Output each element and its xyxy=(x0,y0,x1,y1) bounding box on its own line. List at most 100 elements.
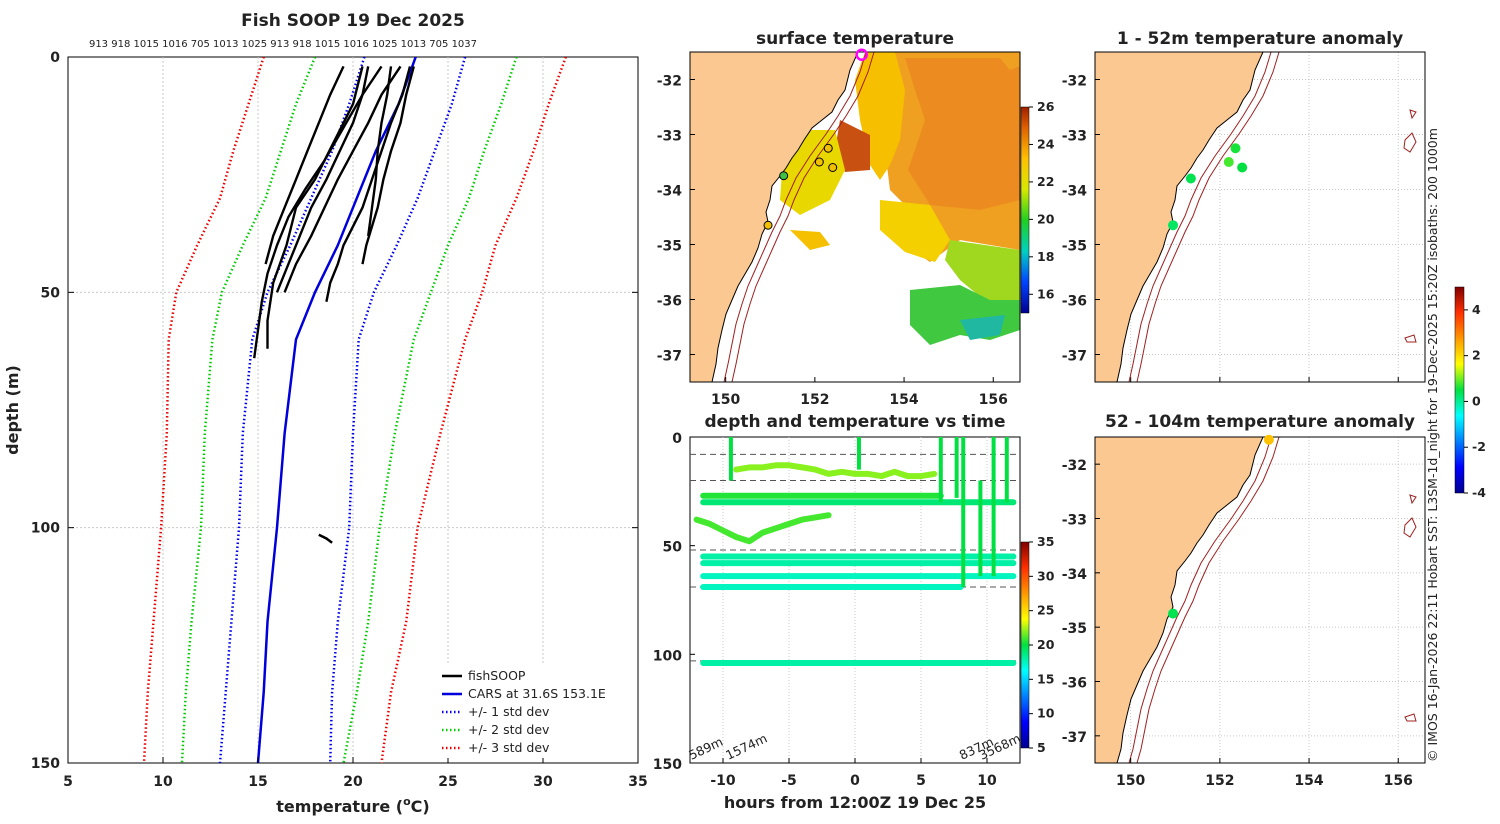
anom2-ytick-label: -35 xyxy=(1062,621,1087,637)
anom2-xtick-label: 154 xyxy=(1294,773,1323,789)
legend-label: fishSOOP xyxy=(468,668,526,683)
sst-map: surface temperature 150 152 154 156 -32 -33 -… xyxy=(657,29,1055,408)
sst-yellow-mid xyxy=(880,200,950,262)
anom2-ytick-label: -37 xyxy=(1062,730,1087,746)
anom1-station-marker xyxy=(1237,162,1248,173)
profile-xtick-label: 25 xyxy=(438,774,457,790)
sst-station-marker xyxy=(855,48,868,61)
profile-xtick-label: 35 xyxy=(628,774,647,790)
profile-line-fishsoop-d xyxy=(325,66,412,302)
profile-line-fishsoop-g xyxy=(275,66,370,293)
anomaly-colorbar-tick-label: -2 xyxy=(1472,439,1486,454)
profile-xlabel: temperature (oC) xyxy=(276,795,429,816)
anom2-xtick-label: 152 xyxy=(1205,773,1234,789)
anom2-ytick-label: -34 xyxy=(1062,567,1088,583)
sst-y-ticks: -32 -33 -34 -35 -36 -37 xyxy=(657,74,695,365)
anom2-y-ticks: -32 -33 -34 -35 -36 -37 xyxy=(1062,458,1100,746)
profile-legend: fishSOOP CARS at 31.6S 153.1E +/- 1 std de… xyxy=(436,664,620,758)
time-colorbar xyxy=(1020,541,1030,749)
time-colorbar-tick-label: 15 xyxy=(1037,671,1054,686)
time-x-ticks: -10 -5 0 5 10 xyxy=(710,758,997,789)
time-ytick-label: 50 xyxy=(663,540,683,556)
anomaly-colorbar-tick-label: 0 xyxy=(1472,393,1481,408)
profile-ytick-label: 100 xyxy=(31,521,60,537)
sst-title: surface temperature xyxy=(756,29,954,49)
sst-hot-patch xyxy=(835,120,870,172)
anom2-station-marker xyxy=(1168,608,1179,619)
sst-colorbar-tick-label: 26 xyxy=(1037,99,1055,114)
anom2-seamount-b xyxy=(1409,494,1417,505)
time-y-ticks: 0 50 100 150 xyxy=(653,431,695,773)
profile-line-fishsoop-h xyxy=(264,65,345,265)
sst-xtick-label: 154 xyxy=(889,392,918,408)
time-colorbar-tick-label: 35 xyxy=(1037,534,1054,549)
anomaly-colorbar-tick-label: -4 xyxy=(1472,485,1486,500)
profile-line--3-std-dev-high xyxy=(380,57,567,763)
anom1-seamount-b xyxy=(1409,109,1417,120)
profile-xtick-label: 20 xyxy=(343,774,363,790)
time-colorbar-tick-label: 5 xyxy=(1037,740,1046,755)
time-xlabel: hours from 12:00Z 19 Dec 25 xyxy=(724,793,986,812)
sst-ytick-label: -33 xyxy=(657,129,682,145)
anomaly-map-shallow: 1 - 52m temperature anomaly -32 -33 -34 -35… xyxy=(1062,29,1426,383)
profile-x-ticks: 5 10 15 20 25 30 35 xyxy=(63,757,648,790)
time-ytick-label: 100 xyxy=(653,648,682,664)
anomaly-colorbar-tick-label: 2 xyxy=(1472,348,1481,363)
anom1-ytick-label: -33 xyxy=(1062,129,1087,145)
sst-ytick-label: -35 xyxy=(657,239,682,255)
sst-colorbar-ticks: 26 24 22 20 18 16 xyxy=(1029,99,1055,301)
anomaly-colorbar xyxy=(1454,286,1465,494)
profile-top-ids: 913 918 1015 1016 705 1013 1025 913 918 … xyxy=(89,39,477,50)
anom1-title: 1 - 52m temperature anomaly xyxy=(1117,29,1403,49)
sst-cool-patch xyxy=(960,315,1005,340)
sst-x-ticks: 150 152 154 156 xyxy=(711,377,1008,408)
sst-land xyxy=(689,51,859,383)
profile-ytick-label: 150 xyxy=(31,756,60,772)
time-colorbar-tick-label: 30 xyxy=(1037,568,1055,583)
sst-colorbar-tick-label: 20 xyxy=(1037,211,1055,226)
profile-line--1-std-dev-high xyxy=(328,57,467,763)
anom2-seamount-c xyxy=(1404,713,1417,722)
profile-line--2-std-dev-low xyxy=(180,57,317,763)
time-colorbar-ticks: 35 30 25 20 15 10 5 xyxy=(1029,534,1055,755)
time-colorbar-tick-label: 20 xyxy=(1037,637,1055,652)
legend-label: +/- 2 std dev xyxy=(468,722,550,737)
anom1-ytick-label: -36 xyxy=(1062,294,1087,310)
anom1-station-marker xyxy=(1185,173,1196,184)
anom1-seamount-c xyxy=(1404,334,1417,343)
time-xtick-label: 0 xyxy=(850,773,860,789)
anom2-xtick-label: 156 xyxy=(1384,773,1413,789)
profile-series xyxy=(142,57,567,763)
sst-ytick-label: -32 xyxy=(657,74,682,90)
sst-colorbar-tick-label: 22 xyxy=(1037,174,1054,189)
anom1-station-marker xyxy=(1230,143,1241,154)
sst-stations xyxy=(763,48,868,230)
profile-ylabel: depth (m) xyxy=(3,365,22,455)
profile-fish-blob-100m xyxy=(318,533,333,544)
time-series-shallow-band xyxy=(733,462,938,480)
profile-ytick-label: 50 xyxy=(41,285,61,301)
profile-ytick-label: 0 xyxy=(50,50,60,66)
anom2-isobath-200 xyxy=(1128,436,1272,764)
anom1-ytick-label: -34 xyxy=(1062,184,1088,200)
anom1-y-ticks: -32 -33 -34 -35 -36 -37 xyxy=(1062,74,1100,365)
sst-colorbar xyxy=(1020,106,1030,314)
anom1-land xyxy=(1094,51,1264,383)
anom1-frame xyxy=(1094,51,1426,383)
time-series-mixed-30-50-m xyxy=(693,512,832,545)
sst-station-marker xyxy=(823,143,833,153)
anom2-frame xyxy=(1094,436,1426,764)
sst-station-marker xyxy=(779,171,789,181)
sst-station-marker xyxy=(828,163,838,172)
time-xtick-label: -10 xyxy=(710,773,736,789)
profile-grid xyxy=(68,57,638,763)
profile-line-fishsoop-c xyxy=(283,65,402,293)
sst-isobath-200 xyxy=(723,51,867,383)
sst-colorbar-tick-label: 18 xyxy=(1037,249,1054,264)
sst-small-patch xyxy=(790,230,830,250)
sst-warm-inner xyxy=(905,58,1020,210)
time-ytick-label: 0 xyxy=(672,431,682,447)
sst-ytick-label: -36 xyxy=(657,294,682,310)
time-chart: depth and temperature vs time -10 -5 0 5 10 … xyxy=(653,412,1055,812)
